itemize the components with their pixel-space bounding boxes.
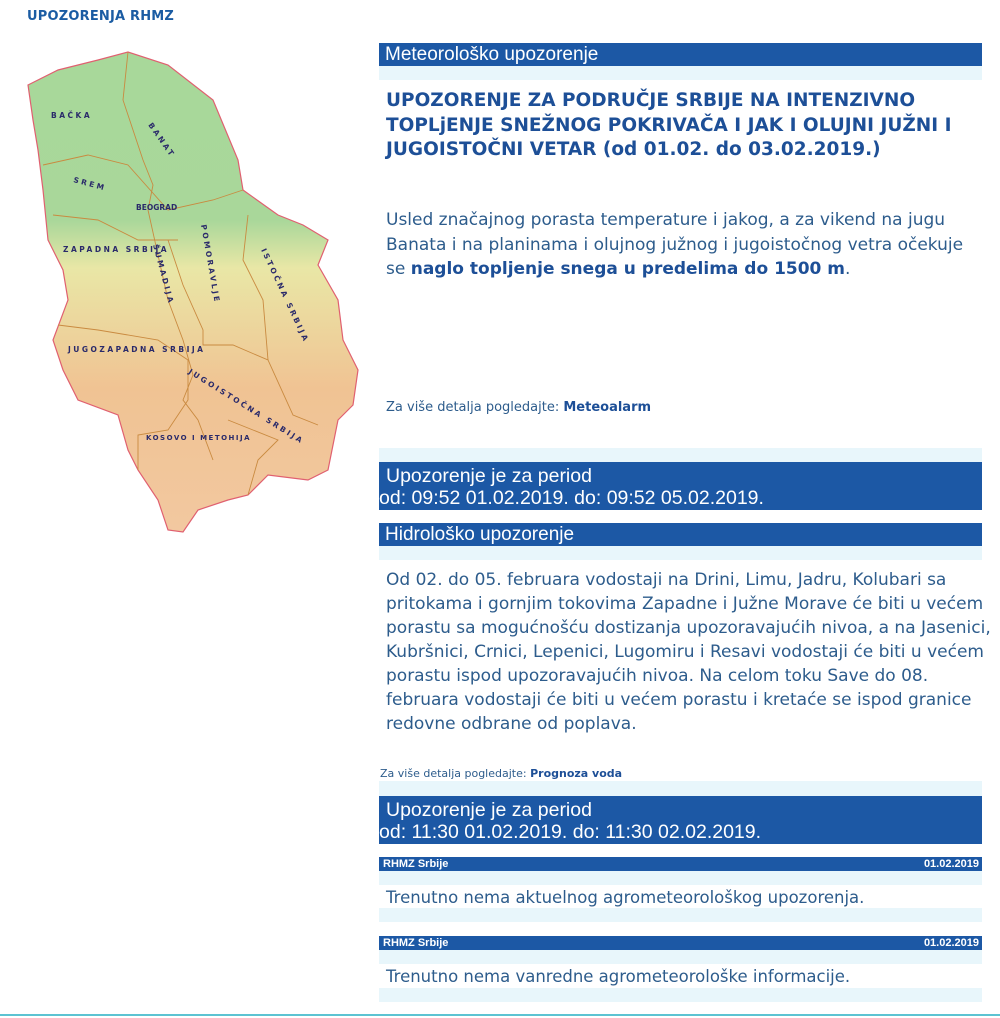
strip	[379, 988, 982, 1002]
hydro-warning-body: Od 02. do 05. februara vodostaji na Drin…	[386, 570, 991, 734]
region-label-zapadna-srbija[interactable]: ZAPADNA SRBIJA	[63, 245, 169, 254]
strip	[379, 950, 982, 964]
region-label-backa[interactable]: BAČKA	[51, 111, 92, 120]
meteo-warning-header: Meteorološko upozorenje	[379, 43, 982, 66]
agro-info-text: Trenutno nema vanredne agrometeorološke …	[386, 967, 851, 986]
strip	[379, 781, 982, 796]
meteo-warning-headline: UPOZORENJE ZA PODRUČJE SRBIJE NA INTENZI…	[386, 90, 952, 160]
strip	[379, 908, 982, 922]
region-label-jugozapadna-srbija[interactable]: JUGOZAPADNA SRBIJA	[67, 345, 205, 354]
prognoza-voda-link[interactable]: Prognoza voda	[530, 767, 623, 780]
strip	[379, 546, 982, 560]
strip	[379, 448, 982, 462]
strip	[379, 871, 982, 885]
region-borders	[42, 51, 319, 496]
meteo-warning-body: Usled značajnog porasta temperature i ja…	[386, 210, 964, 279]
map-outline	[27, 51, 359, 533]
strip	[379, 66, 982, 80]
region-label-beograd[interactable]: BEOGRAD	[136, 203, 177, 212]
hydro-period: Upozorenje je za period od: 11:30 01.02.2…	[379, 796, 982, 844]
page-title: UPOZORENJA RHMZ	[27, 9, 175, 24]
bottom-divider	[0, 1014, 1000, 1016]
meteo-details: Za više detalja pogledajte: Meteoalarm	[386, 400, 652, 415]
hydro-details: Za više detalja pogledajte: Prognoza vod…	[380, 767, 623, 780]
region-label-kosovo-metohija[interactable]: KOSOVO I METOHIJA	[146, 434, 251, 442]
serbia-regions-map[interactable]: BAČKA BANAT SREM BEOGRAD ZAPADNA SRBIJA …	[18, 40, 363, 535]
meteoalarm-link[interactable]: Meteoalarm	[563, 400, 652, 415]
meteo-period: Upozorenje je za period od: 09:52 01.02.2…	[379, 462, 982, 510]
agro-warning-bar: RHMZ Srbije 01.02.2019	[379, 857, 982, 871]
hydro-warning-header: Hidrološko upozorenje	[379, 523, 982, 546]
agro-info-bar: RHMZ Srbije 01.02.2019	[379, 936, 982, 950]
agro-warning-text: Trenutno nema aktuelnog agrometeorološko…	[386, 888, 865, 907]
